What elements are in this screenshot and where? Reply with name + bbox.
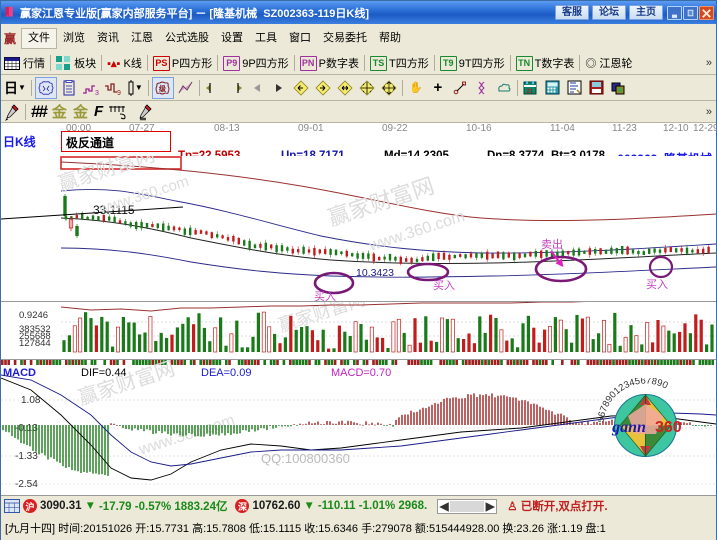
svg-text:买入: 买入 [314,290,336,301]
svg-text:卖出: 卖出 [541,237,563,251]
svg-text:-1.33: -1.33 [15,451,38,462]
svg-text:10.3423: 10.3423 [356,267,394,279]
svg-text:DEA=0.09: DEA=0.09 [201,367,251,379]
svg-text:MACD=0.70: MACD=0.70 [331,367,391,379]
svg-text:QQ:100800360: QQ:100800360 [261,451,350,466]
svg-text:级: 级 [158,84,167,93]
svg-text:3: 3 [95,90,99,96]
svg-text:www.360.com: www.360.com [136,412,237,459]
svg-text:360: 360 [655,419,682,436]
svg-text:21: 21 [526,89,533,95]
svg-text:0.9246: 0.9246 [19,310,48,321]
svg-text:买入: 买入 [433,279,455,292]
svg-text:9: 9 [117,90,121,96]
svg-text:127844: 127844 [19,338,51,349]
svg-text:gann: gann [611,419,646,436]
svg-text:1.08: 1.08 [21,395,41,406]
svg-text:MACD: MACD [3,367,36,379]
svg-text:-2.54: -2.54 [15,479,38,490]
svg-text:买入: 买入 [646,278,668,291]
